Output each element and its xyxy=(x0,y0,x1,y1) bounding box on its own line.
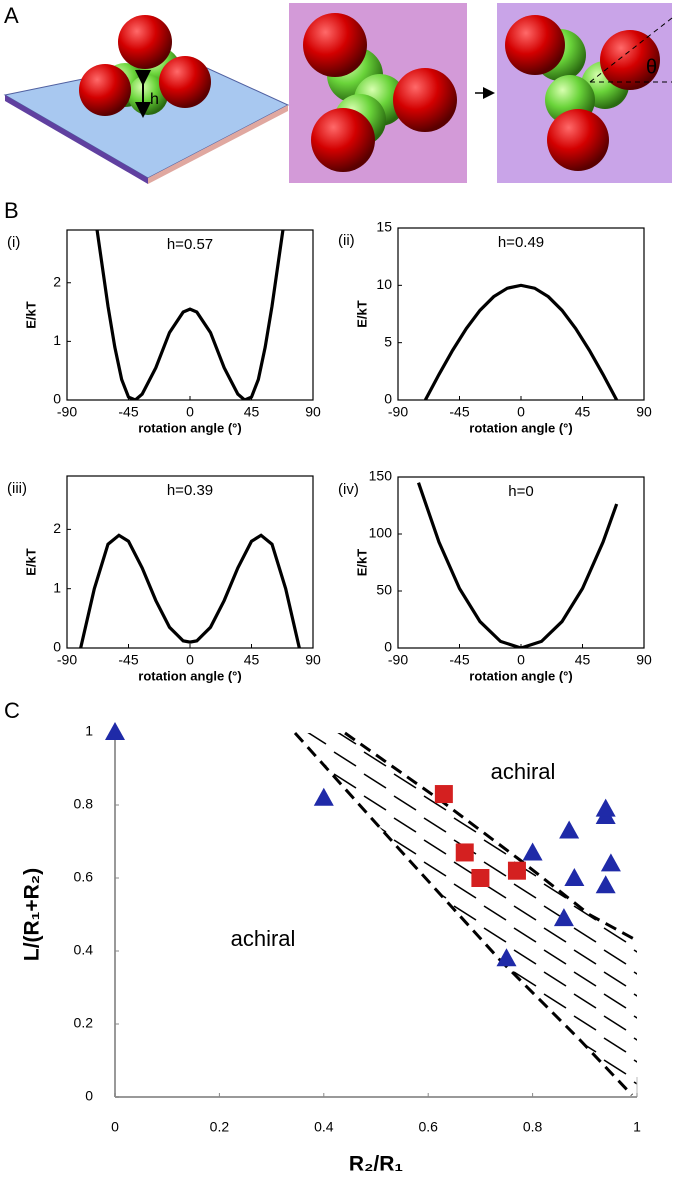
annotation: h=0 xyxy=(508,483,533,500)
y-tick-label: 0 xyxy=(85,1088,93,1104)
triangle-point xyxy=(600,853,621,872)
x-axis-label: rotation angle (°) xyxy=(138,420,241,435)
y-axis-label: E/kT xyxy=(23,301,38,329)
x-tick-label: -90 xyxy=(388,652,408,668)
triangle-point xyxy=(595,875,616,894)
triangle-point xyxy=(553,908,574,927)
y-tick-label: 2 xyxy=(53,273,61,289)
x-tick-label: 0.4 xyxy=(314,1119,334,1135)
annotation: h=0.57 xyxy=(167,236,213,253)
y-tick-label: 0.2 xyxy=(74,1015,94,1031)
triangle-point xyxy=(496,948,517,967)
y-tick-label: 1 xyxy=(53,332,61,348)
x-axis-label: rotation angle (°) xyxy=(138,668,241,683)
x-tick-label: 0.8 xyxy=(523,1119,543,1135)
y-tick-label: 1 xyxy=(53,579,61,595)
illustration: h θ xyxy=(3,3,673,184)
x-tick-label: -45 xyxy=(449,652,469,668)
y-axis-label: L/(R₁+R₂) xyxy=(21,868,44,961)
triangle-point xyxy=(564,868,585,886)
height-label: h xyxy=(150,91,159,108)
curve xyxy=(79,533,301,648)
x-tick-label: 1 xyxy=(633,1119,641,1135)
y-tick-label: 50 xyxy=(376,582,392,598)
x-tick-label: 0.2 xyxy=(210,1119,230,1135)
x-tick-label: 90 xyxy=(636,404,652,420)
y-tick-label: 0 xyxy=(384,391,392,407)
panel-sublabel: (ii) xyxy=(338,232,355,249)
panel-sublabel: (iv) xyxy=(338,481,359,498)
curve xyxy=(423,283,619,400)
y-axis-label: E/kT xyxy=(23,548,38,576)
x-tick-label: 0 xyxy=(517,652,525,668)
curve xyxy=(95,229,285,400)
square-point xyxy=(507,861,526,880)
y-axis-label: E/kT xyxy=(354,549,369,577)
x-tick-label: 45 xyxy=(244,404,260,420)
y-tick-label: 0.4 xyxy=(74,942,94,958)
panel-label: A xyxy=(4,3,19,28)
x-tick-label: -45 xyxy=(118,404,138,420)
triangle-point xyxy=(595,798,616,817)
panel-sublabel: (i) xyxy=(7,234,20,251)
x-tick-label: 0 xyxy=(186,404,194,420)
x-tick-label: 0 xyxy=(186,652,194,668)
y-tick-label: 0 xyxy=(53,391,61,407)
panel-label: C xyxy=(4,698,20,723)
annotation: achiral xyxy=(491,759,556,784)
y-tick-label: 0.6 xyxy=(74,869,94,885)
x-tick-label: 45 xyxy=(575,404,591,420)
annotation: achiral xyxy=(231,926,296,951)
x-tick-label: 0 xyxy=(111,1119,119,1135)
x-axis-label: rotation angle (°) xyxy=(469,420,572,435)
square-point xyxy=(434,785,453,804)
annotation: h=0.39 xyxy=(167,482,213,499)
panel-label: B xyxy=(4,198,19,223)
annotation: h=0.49 xyxy=(498,234,544,251)
square-point xyxy=(455,843,474,862)
y-axis-label: E/kT xyxy=(354,300,369,328)
panel-sublabel: (iii) xyxy=(7,480,27,497)
chiral-band xyxy=(293,731,637,1097)
curve xyxy=(416,482,619,648)
y-tick-label: 2 xyxy=(53,520,61,536)
y-tick-label: 150 xyxy=(369,468,393,484)
x-tick-label: -90 xyxy=(57,404,77,420)
triangle-point xyxy=(313,787,334,806)
axes-frame xyxy=(397,476,645,649)
axes-frame xyxy=(66,229,314,401)
x-tick-label: 45 xyxy=(244,652,260,668)
y-tick-label: 5 xyxy=(384,333,392,349)
y-tick-label: 0 xyxy=(384,639,392,655)
x-tick-label: 90 xyxy=(305,652,321,668)
y-tick-label: 1 xyxy=(85,723,93,739)
triangle-point xyxy=(559,820,580,839)
axes-frame xyxy=(397,227,645,401)
angle-label: θ xyxy=(646,56,657,78)
x-axis-label: R₂/R₁ xyxy=(349,1153,403,1176)
square-point xyxy=(471,869,490,887)
y-tick-label: 10 xyxy=(376,276,392,292)
y-tick-label: 100 xyxy=(369,525,393,541)
y-tick-label: 15 xyxy=(376,219,392,235)
x-axis-label: rotation angle (°) xyxy=(469,668,572,683)
x-tick-label: 90 xyxy=(305,404,321,420)
x-tick-label: -90 xyxy=(388,404,408,420)
y-tick-label: 0 xyxy=(53,639,61,655)
x-tick-label: -45 xyxy=(449,404,469,420)
triangle-point xyxy=(522,842,543,861)
x-tick-label: 0 xyxy=(517,404,525,420)
triangle-point xyxy=(105,722,125,740)
x-tick-label: 45 xyxy=(575,652,591,668)
x-tick-label: -45 xyxy=(118,652,138,668)
y-tick-label: 0.8 xyxy=(74,796,94,812)
x-tick-label: 0.6 xyxy=(418,1119,438,1135)
x-tick-label: 90 xyxy=(636,652,652,668)
x-tick-label: -90 xyxy=(57,652,77,668)
